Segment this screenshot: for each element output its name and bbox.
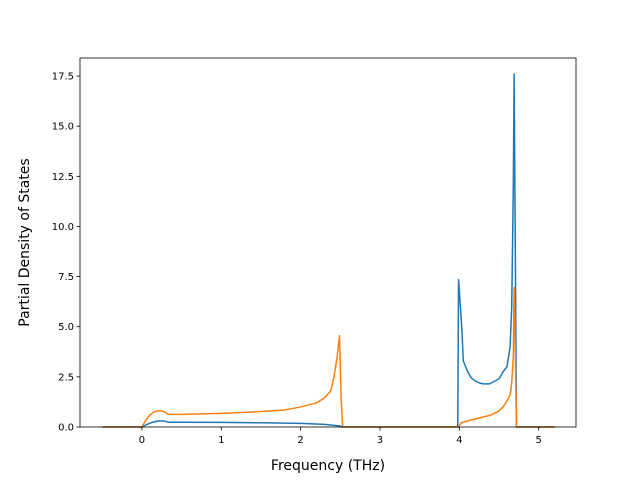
y-tick-label: 17.5 <box>52 72 74 83</box>
x-axis: 0 1 2 3 4 5 <box>139 427 542 446</box>
y-tick-label: 0.0 <box>58 423 74 434</box>
y-axis: 0.0 2.5 5.0 7.5 10.0 12.5 15.0 17.5 <box>52 72 80 434</box>
x-tick-label: 2 <box>297 435 303 446</box>
y-tick-label: 15.0 <box>52 122 74 133</box>
plot-frame <box>79 57 577 428</box>
x-axis-label: Frequency (THz) <box>271 458 385 474</box>
y-tick-label: 5.0 <box>58 322 74 333</box>
x-tick-label: 0 <box>139 435 145 446</box>
x-tick-label: 4 <box>456 435 462 446</box>
x-tick-label: 3 <box>377 435 383 446</box>
y-tick-label: 10.0 <box>52 222 74 233</box>
x-tick-label: 5 <box>536 435 542 446</box>
y-tick-label: 12.5 <box>52 172 74 183</box>
x-tick-label: 1 <box>218 435 224 446</box>
plot-area <box>102 73 555 428</box>
y-axis-label: Partial Density of States <box>17 158 33 326</box>
series-1-line <box>102 73 555 428</box>
y-tick-label: 7.5 <box>58 272 74 283</box>
series-2-line <box>102 286 555 428</box>
y-tick-label: 2.5 <box>58 372 74 383</box>
